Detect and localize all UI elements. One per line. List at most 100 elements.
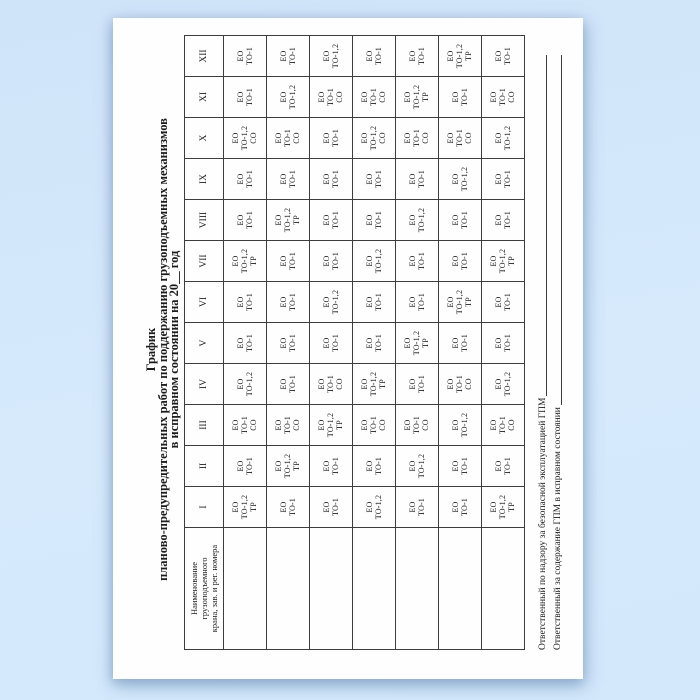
table-row: ЕО ТО-1,2 ТР ЕО ТО-1 ЕО ТО-1 СО ЕО ТО-1,…: [223, 35, 266, 650]
schedule-cell: ЕО ТО-1 СО: [352, 76, 395, 118]
schedule-cell: ЕО ТО-1,2: [309, 35, 352, 77]
title-line-3: в исправном состоянии на 20__ год: [167, 250, 181, 449]
schedule-cell: ЕО ТО-1 СО: [438, 363, 481, 405]
schedule-cell: ЕО ТО-1 СО: [309, 76, 352, 118]
table-row: ЕО ТО-1,2 ТР ЕО ТО-1 ЕО ТО-1 СО ЕО ТО-1,…: [481, 35, 524, 650]
table-row: ЕО ТО-1 ЕО ТО-1 ЕО ТО-1,2 ЕО ТО-1 СО ЕО …: [438, 35, 481, 650]
schedule-cell: ЕО ТО-1: [266, 281, 309, 323]
column-header-month-7: VII: [184, 240, 223, 282]
schedule-cell: ЕО ТО-1: [395, 35, 438, 77]
crane-name-cell: [309, 527, 352, 650]
schedule-cell: ЕО ТО-1: [481, 281, 524, 323]
schedule-cell: ЕО ТО-1 СО: [352, 404, 395, 446]
column-header-month-1: I: [184, 486, 223, 528]
schedule-cell: ЕО ТО-1: [309, 486, 352, 528]
schedule-cell: ЕО ТО-1,2 ТР: [266, 199, 309, 241]
signature-label: Ответственный по надзору за безопасной э…: [537, 397, 548, 650]
signature-line-maintenance: Ответственный за содержание ГПМ в исправ…: [548, 55, 563, 650]
schedule-cell: ЕО ТО-1,2 ТР: [481, 240, 524, 282]
schedule-cell: ЕО ТО-1 СО: [395, 117, 438, 159]
schedule-cell: ЕО ТО-1: [395, 158, 438, 200]
schedule-cell: ЕО ТО-1: [266, 363, 309, 405]
crane-name-cell: [352, 527, 395, 650]
schedule-cell: ЕО ТО-1: [309, 117, 352, 159]
crane-name-cell: [481, 527, 524, 650]
schedule-cell: ЕО ТО-1: [223, 35, 266, 77]
schedule-cell: ЕО ТО-1,2 ТР: [395, 322, 438, 364]
table-row: ЕО ТО-1 ЕО ТО-1 ЕО ТО-1,2 ТР ЕО ТО-1 СО …: [309, 35, 352, 650]
schedule-cell: ЕО ТО-1: [352, 199, 395, 241]
schedule-cell: ЕО ТО-1,2: [481, 363, 524, 405]
schedule-cell: ЕО ТО-1: [266, 486, 309, 528]
schedule-cell: ЕО ТО-1: [309, 158, 352, 200]
schedule-cell: ЕО ТО-1: [223, 281, 266, 323]
schedule-cell: ЕО ТО-1: [438, 76, 481, 118]
schedule-cell: ЕО ТО-1: [352, 35, 395, 77]
schedule-cell: ЕО ТО-1: [266, 240, 309, 282]
schedule-cell: ЕО ТО-1: [481, 35, 524, 77]
crane-name-cell: [438, 527, 481, 650]
column-header-month-4: IV: [184, 363, 223, 405]
maintenance-schedule-table: Наименование грузоподъемного крана, зав.…: [184, 35, 525, 650]
schedule-cell: ЕО ТО-1: [266, 35, 309, 77]
schedule-cell: ЕО ТО-1: [223, 445, 266, 487]
crane-name-cell: [395, 527, 438, 650]
schedule-cell: ЕО ТО-1,2 ТР: [266, 445, 309, 487]
schedule-cell: ЕО ТО-1,2: [395, 199, 438, 241]
schedule-cell: ЕО ТО-1,2 ТР: [223, 240, 266, 282]
column-header-month-12: XII: [184, 35, 223, 77]
schedule-cell: ЕО ТО-1: [395, 363, 438, 405]
table-row: ЕО ТО-1 ЕО ТО-1,2 ЕО ТО-1 СО ЕО ТО-1 ЕО …: [395, 35, 438, 650]
document-page: График планово-предупредительных работ п…: [113, 18, 583, 679]
column-header-month-9: IX: [184, 158, 223, 200]
schedule-cell: ЕО ТО-1: [395, 281, 438, 323]
schedule-cell: ЕО ТО-1,2 ТР: [352, 363, 395, 405]
schedule-cell: ЕО ТО-1,2: [309, 281, 352, 323]
schedule-cell: ЕО ТО-1,2: [223, 363, 266, 405]
schedule-cell: ЕО ТО-1,2 ТР: [481, 486, 524, 528]
schedule-cell: ЕО ТО-1,2: [352, 486, 395, 528]
schedule-cell: ЕО ТО-1 СО: [395, 404, 438, 446]
schedule-cell: ЕО ТО-1,2: [395, 445, 438, 487]
header-row: Наименование грузоподъемного крана, зав.…: [184, 35, 223, 650]
schedule-cell: ЕО ТО-1: [223, 158, 266, 200]
schedule-cell: ЕО ТО-1 СО: [223, 404, 266, 446]
schedule-cell: ЕО ТО-1: [223, 322, 266, 364]
signature-blank-line: [545, 55, 547, 396]
schedule-cell: ЕО ТО-1: [309, 240, 352, 282]
schedule-cell: ЕО ТО-1,2 ТР: [395, 76, 438, 118]
signature-label: Ответственный за содержание ГПМ в исправ…: [552, 407, 563, 650]
schedule-cell: ЕО ТО-1 СО: [266, 117, 309, 159]
schedule-cell: ЕО ТО-1,2: [438, 158, 481, 200]
schedule-cell: ЕО ТО-1: [266, 322, 309, 364]
schedule-cell: ЕО ТО-1,2: [352, 240, 395, 282]
column-header-month-11: XI: [184, 76, 223, 118]
crane-name-cell: [266, 527, 309, 650]
schedule-cell: ЕО ТО-1: [438, 486, 481, 528]
schedule-cell: ЕО ТО-1: [309, 445, 352, 487]
schedule-cell: ЕО ТО-1 СО: [266, 404, 309, 446]
schedule-cell: ЕО ТО-1,2: [438, 404, 481, 446]
schedule-cell: ЕО ТО-1: [481, 322, 524, 364]
column-header-month-8: VIII: [184, 199, 223, 241]
schedule-cell: ЕО ТО-1: [438, 199, 481, 241]
table-row: ЕО ТО-1,2 ЕО ТО-1 ЕО ТО-1 СО ЕО ТО-1,2 Т…: [352, 35, 395, 650]
schedule-cell: ЕО ТО-1: [266, 158, 309, 200]
schedule-cell: ЕО ТО-1: [481, 445, 524, 487]
schedule-cell: ЕО ТО-1: [395, 240, 438, 282]
schedule-cell: ЕО ТО-1: [352, 322, 395, 364]
schedule-cell: ЕО ТО-1: [309, 322, 352, 364]
schedule-cell: ЕО ТО-1,2 СО: [352, 117, 395, 159]
schedule-cell: ЕО ТО-1 СО: [438, 117, 481, 159]
schedule-cell: ЕО ТО-1,2: [266, 76, 309, 118]
schedule-cell: ЕО ТО-1: [223, 199, 266, 241]
document-title: График планово-предупредительных работ п…: [144, 49, 181, 650]
schedule-cell: ЕО ТО-1: [438, 322, 481, 364]
schedule-cell: ЕО ТО-1: [352, 445, 395, 487]
column-header-month-3: III: [184, 404, 223, 446]
table-row: ЕО ТО-1 ЕО ТО-1,2 ТР ЕО ТО-1 СО ЕО ТО-1 …: [266, 35, 309, 650]
column-header-month-10: X: [184, 117, 223, 159]
schedule-cell: ЕО ТО-1,2 ТР: [438, 281, 481, 323]
column-header-month-5: V: [184, 322, 223, 364]
schedule-cell: ЕО ТО-1: [395, 486, 438, 528]
